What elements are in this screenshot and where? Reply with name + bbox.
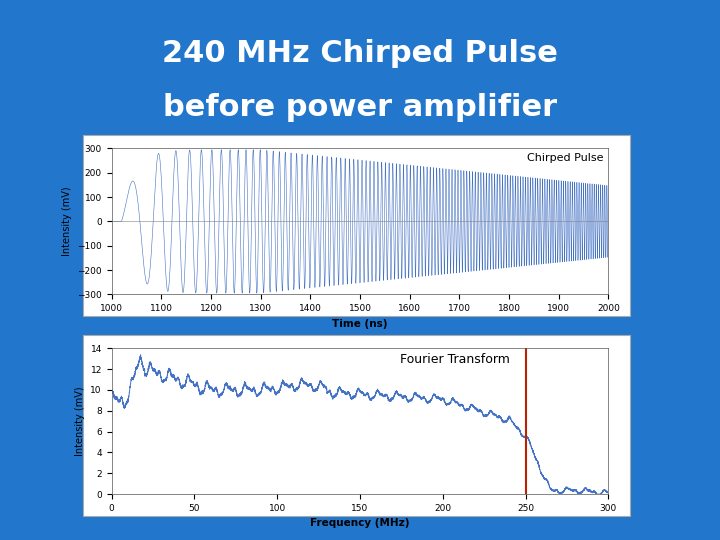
Text: before power amplifier: before power amplifier bbox=[163, 93, 557, 123]
Y-axis label: Intensity (mV): Intensity (mV) bbox=[75, 387, 85, 456]
Y-axis label: Intensity (mV): Intensity (mV) bbox=[62, 187, 71, 256]
X-axis label: Time (ns): Time (ns) bbox=[332, 319, 388, 328]
Text: Chirped Pulse: Chirped Pulse bbox=[527, 153, 603, 163]
Text: 240 MHz Chirped Pulse: 240 MHz Chirped Pulse bbox=[162, 39, 558, 69]
X-axis label: Frequency (MHz): Frequency (MHz) bbox=[310, 518, 410, 528]
Text: Fourier Transform: Fourier Transform bbox=[400, 353, 510, 366]
